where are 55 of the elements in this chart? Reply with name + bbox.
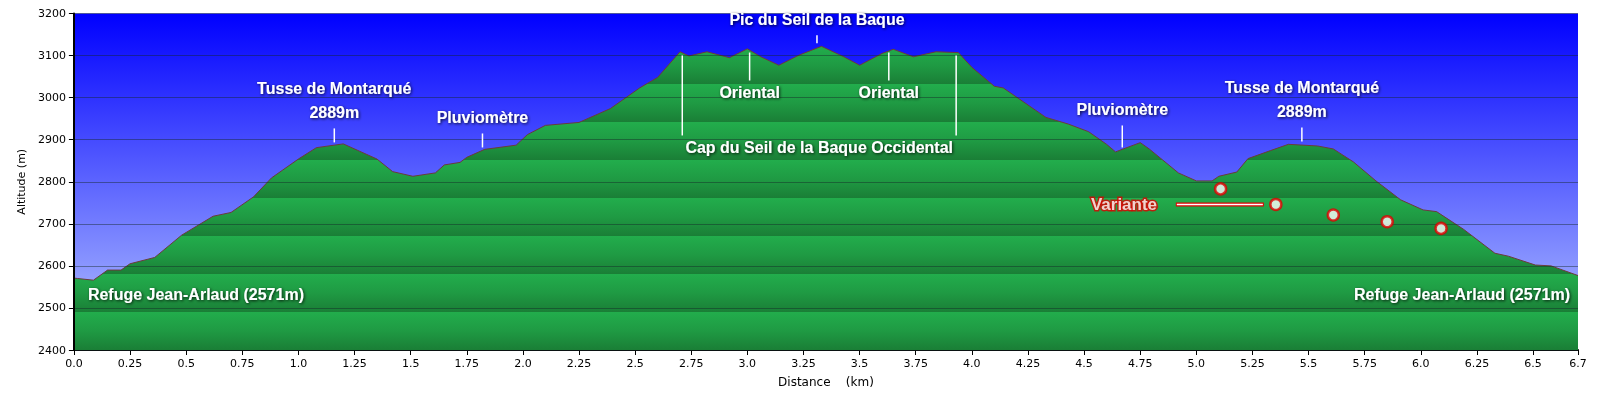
y-tick-label: 3000 — [37, 91, 66, 105]
x-tick-label: 3.75 — [903, 357, 928, 370]
x-tick-label: 6.5 — [1524, 357, 1542, 370]
x-tick-label: 1.5 — [401, 357, 420, 370]
x-tick-label: 5.25 — [1240, 357, 1265, 370]
x-tick-label: 4.0 — [963, 357, 981, 370]
x-tick-label: 1.75 — [454, 357, 480, 370]
x-tick-label: 0.75 — [230, 357, 255, 370]
y-tick-label: 2900 — [37, 133, 66, 147]
x-tick-label: 3.0 — [738, 357, 757, 370]
annotation: Pluviomètre — [436, 108, 529, 126]
point — [1434, 221, 1448, 236]
annotation: Refuge Jean-Arlaud (2571m) — [87, 285, 304, 303]
text: Variante — [1090, 194, 1158, 214]
annotation: Oriental — [719, 84, 780, 102]
x-tick-label: 6.7 — [1569, 357, 1587, 370]
x-tick-label: 3.25 — [791, 357, 816, 370]
x-axis-title: Distance (km) — [778, 375, 874, 389]
x-tick-label: 2.25 — [566, 357, 592, 370]
point — [1269, 197, 1283, 212]
x-tick-label: 4.25 — [1015, 357, 1041, 370]
point — [1380, 214, 1394, 229]
annotation: Tusse de Montarqué 2889m — [257, 79, 412, 121]
x-tick-label: 4.5 — [1075, 357, 1093, 370]
annotation: Oriental — [858, 84, 920, 102]
y-tick-label: 3200 — [37, 7, 66, 20]
x-tick-label: 5.0 — [1187, 357, 1206, 370]
x-tick-label: 5.5 — [1299, 357, 1318, 370]
x-tick-label: 0.0 — [65, 357, 83, 370]
annotation: Cap du Seil de la Baque Occidental — [685, 138, 954, 156]
y-tick-label: 2400 — [37, 343, 66, 357]
y-tick-label: 2600 — [37, 259, 66, 273]
x-tick-label: 1.25 — [342, 357, 367, 370]
annotation: Pic du Seil de la Baque — [729, 10, 905, 28]
y-tick-label: 2700 — [37, 217, 66, 231]
x-tick-label: 4.75 — [1127, 357, 1153, 370]
y-axis-title: Altitude (m) — [15, 148, 28, 215]
x-tick-label: 3.5 — [850, 357, 869, 370]
annotation: Pluviomètre — [1076, 100, 1169, 118]
x-tick-label: 0.25 — [117, 357, 143, 370]
x-tick-label: 1.0 — [289, 357, 308, 370]
x-tick-label: 5.75 — [1352, 357, 1377, 370]
x-tick-label: 2.75 — [679, 357, 704, 370]
x-tick-label: 6.0 — [1412, 357, 1430, 370]
annotation: Tusse de Montarqué 2889m — [1224, 79, 1380, 121]
annotation: Refuge Jean-Arlaud (2571m) — [1353, 285, 1570, 303]
y-tick-label: 3100 — [37, 49, 66, 63]
y-tick-label: 2800 — [37, 175, 66, 189]
x-tick-label: 6.25 — [1464, 357, 1490, 370]
point — [1213, 182, 1228, 196]
point — [1326, 208, 1341, 222]
y-tick-label: 2500 — [37, 301, 66, 315]
x-tick-label: 0.5 — [177, 357, 195, 370]
x-tick-label: 2.5 — [626, 357, 644, 370]
x-tick-label: 2.0 — [514, 357, 532, 370]
